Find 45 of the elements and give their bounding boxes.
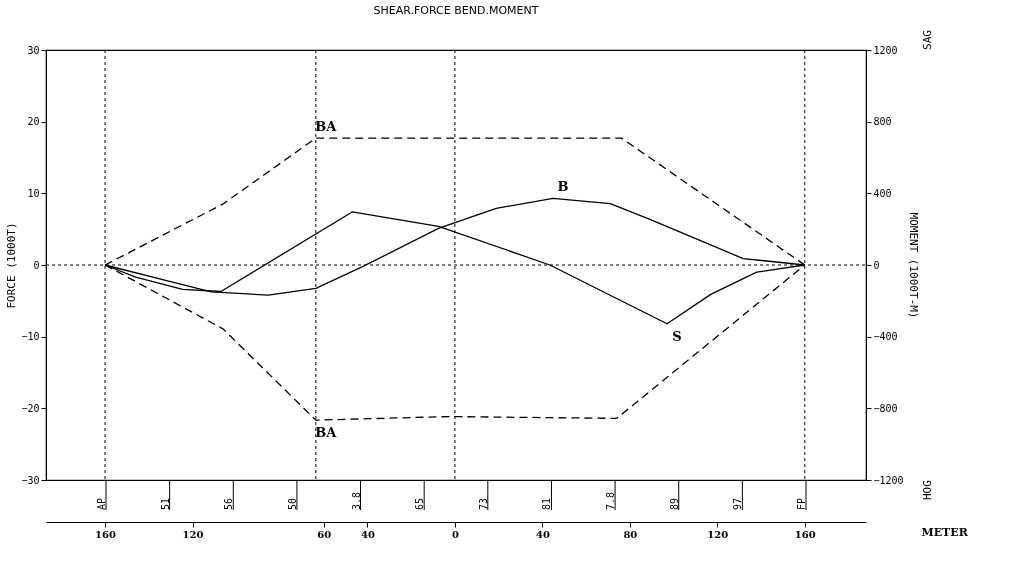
y2-tick-label: 800: [873, 116, 892, 128]
y-axis-title: FORCE (1000T): [5, 222, 19, 309]
x-tick-label: 120: [182, 528, 204, 540]
y2-tick-label: −400: [873, 331, 898, 343]
y-tick-label: −10: [21, 331, 40, 343]
y-tick-label: −20: [21, 402, 40, 414]
text: 56: [223, 497, 235, 510]
y2-axis-title: MOMENT (1000T-M): [906, 212, 920, 319]
text: 3.8: [350, 491, 362, 510]
x-tick-label: 80: [623, 528, 638, 540]
text: 89: [668, 497, 680, 510]
y2-tick-label: −800: [873, 402, 898, 414]
x-tick-label: 0: [451, 528, 459, 540]
series-label: BA: [315, 119, 338, 135]
text: 50: [286, 497, 298, 510]
chart-title: SHEAR.FORCE BEND.MOMENT: [373, 4, 539, 17]
text: 81: [541, 497, 553, 510]
y-tick-label: 10: [27, 187, 40, 199]
x-tick-label: 120: [707, 528, 729, 540]
x-tick-label: 60: [317, 528, 332, 540]
series-label: S: [672, 328, 682, 344]
series-label: B: [557, 179, 569, 195]
text: 7.8: [605, 491, 617, 510]
x-tick-label: 160: [95, 528, 117, 540]
y2-tick-label: −1200: [873, 474, 904, 486]
text: 97: [732, 497, 744, 510]
y-tick-label: 30: [27, 44, 40, 56]
y2-tick-label: 400: [873, 187, 892, 199]
x-tick-label: 40: [535, 528, 550, 540]
y-tick-label: 0: [33, 259, 40, 271]
text: 51: [159, 497, 171, 510]
x-tick-label: 160: [794, 528, 816, 540]
text: 73: [477, 497, 489, 510]
y-tick-label: 20: [27, 116, 40, 128]
series-label: BA: [315, 425, 338, 441]
text: 65: [414, 497, 426, 510]
y2-tick-label: 0: [873, 259, 880, 271]
text: SAG: [921, 30, 934, 50]
x-axis-title: METER: [921, 525, 969, 539]
x-tick-label: 40: [360, 528, 375, 540]
y2-tick-label: 1200: [873, 44, 898, 56]
y-tick-label: −30: [21, 474, 40, 486]
text: FP: [796, 497, 807, 510]
text: HOG: [921, 480, 934, 500]
text: AP: [96, 497, 107, 510]
